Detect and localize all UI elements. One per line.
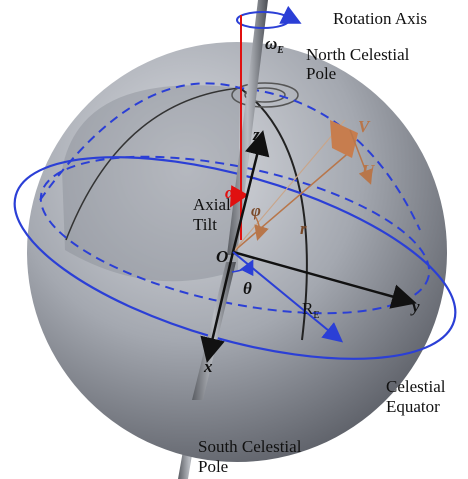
label: Axial [193, 195, 231, 214]
guide [232, 119, 346, 253]
label: O [216, 247, 228, 266]
tilt-arc [230, 185, 249, 208]
u-vector [349, 129, 373, 185]
label: y [410, 297, 420, 316]
label: r [300, 219, 307, 238]
label: South Celestial [198, 437, 302, 456]
label: ωE [265, 34, 284, 56]
label: Pole [306, 64, 336, 83]
label: z [252, 125, 260, 144]
theta-arc [231, 259, 254, 277]
pole-ring [244, 87, 286, 103]
label: Celestial [386, 377, 446, 396]
r-vector [232, 149, 353, 253]
label: Tilt [193, 215, 217, 234]
cutout [62, 85, 240, 282]
label: U [362, 161, 375, 180]
label: North Celestial [306, 45, 410, 64]
label: RE [302, 299, 319, 321]
phi-arc [253, 214, 269, 241]
z-axis [231, 130, 270, 253]
dashed-circle [39, 82, 421, 231]
meridian [65, 87, 241, 241]
label: x [203, 357, 213, 376]
pole-ring [231, 82, 299, 108]
label: Rotation Axis [333, 9, 427, 28]
label: Pole [198, 457, 228, 476]
label: θ [243, 279, 252, 298]
x-axis [200, 251, 235, 363]
label: α [225, 183, 235, 202]
label: φ [251, 201, 261, 220]
y-axis [232, 250, 417, 309]
label: V [358, 117, 371, 136]
rotation-arrow [279, 5, 302, 24]
meridian [239, 87, 308, 341]
dashed-equator [39, 155, 431, 315]
patch [330, 120, 358, 158]
label: Equator [386, 397, 440, 416]
